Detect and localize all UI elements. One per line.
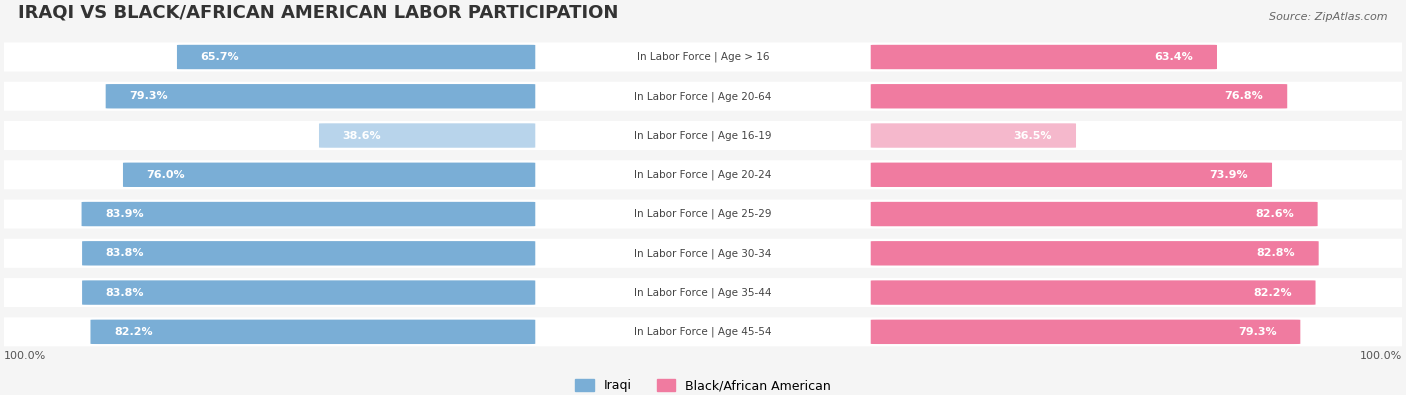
FancyBboxPatch shape <box>0 317 1406 346</box>
Text: 83.8%: 83.8% <box>105 248 145 258</box>
Text: 73.9%: 73.9% <box>1209 170 1249 180</box>
Text: In Labor Force | Age 30-34: In Labor Force | Age 30-34 <box>634 248 772 259</box>
Text: In Labor Force | Age 45-54: In Labor Force | Age 45-54 <box>634 327 772 337</box>
FancyBboxPatch shape <box>0 239 1406 268</box>
FancyBboxPatch shape <box>82 202 536 226</box>
FancyBboxPatch shape <box>870 123 1076 148</box>
Text: In Labor Force | Age 20-24: In Labor Force | Age 20-24 <box>634 169 772 180</box>
FancyBboxPatch shape <box>870 45 1218 69</box>
FancyBboxPatch shape <box>82 241 536 265</box>
Text: 82.8%: 82.8% <box>1257 248 1295 258</box>
FancyBboxPatch shape <box>0 82 1406 111</box>
FancyBboxPatch shape <box>82 280 536 305</box>
FancyBboxPatch shape <box>870 84 1288 109</box>
Text: 79.3%: 79.3% <box>1237 327 1277 337</box>
FancyBboxPatch shape <box>0 160 1406 189</box>
Text: 83.9%: 83.9% <box>105 209 143 219</box>
FancyBboxPatch shape <box>0 121 1406 150</box>
Text: 79.3%: 79.3% <box>129 91 169 101</box>
Text: 76.8%: 76.8% <box>1225 91 1264 101</box>
Text: IRAQI VS BLACK/AFRICAN AMERICAN LABOR PARTICIPATION: IRAQI VS BLACK/AFRICAN AMERICAN LABOR PA… <box>18 4 619 22</box>
FancyBboxPatch shape <box>870 280 1316 305</box>
FancyBboxPatch shape <box>105 84 536 109</box>
FancyBboxPatch shape <box>122 163 536 187</box>
Text: 100.0%: 100.0% <box>4 352 46 361</box>
Text: Source: ZipAtlas.com: Source: ZipAtlas.com <box>1270 12 1388 22</box>
FancyBboxPatch shape <box>870 163 1272 187</box>
Legend: Iraqi, Black/African American: Iraqi, Black/African American <box>575 379 831 392</box>
FancyBboxPatch shape <box>870 202 1317 226</box>
Text: In Labor Force | Age > 16: In Labor Force | Age > 16 <box>637 52 769 62</box>
FancyBboxPatch shape <box>177 45 536 69</box>
Text: In Labor Force | Age 25-29: In Labor Force | Age 25-29 <box>634 209 772 219</box>
FancyBboxPatch shape <box>870 241 1319 265</box>
FancyBboxPatch shape <box>0 278 1406 307</box>
Text: In Labor Force | Age 16-19: In Labor Force | Age 16-19 <box>634 130 772 141</box>
Text: 100.0%: 100.0% <box>1360 352 1402 361</box>
Text: 82.6%: 82.6% <box>1256 209 1294 219</box>
FancyBboxPatch shape <box>90 320 536 344</box>
Text: 38.6%: 38.6% <box>343 130 381 141</box>
Text: 65.7%: 65.7% <box>201 52 239 62</box>
Text: In Labor Force | Age 20-64: In Labor Force | Age 20-64 <box>634 91 772 102</box>
FancyBboxPatch shape <box>0 199 1406 229</box>
Text: 82.2%: 82.2% <box>114 327 153 337</box>
FancyBboxPatch shape <box>870 320 1301 344</box>
Text: 83.8%: 83.8% <box>105 288 145 297</box>
FancyBboxPatch shape <box>319 123 536 148</box>
Text: 82.2%: 82.2% <box>1253 288 1292 297</box>
FancyBboxPatch shape <box>0 43 1406 71</box>
Text: 63.4%: 63.4% <box>1154 52 1194 62</box>
Text: 36.5%: 36.5% <box>1014 130 1052 141</box>
Text: 76.0%: 76.0% <box>146 170 186 180</box>
Text: In Labor Force | Age 35-44: In Labor Force | Age 35-44 <box>634 287 772 298</box>
